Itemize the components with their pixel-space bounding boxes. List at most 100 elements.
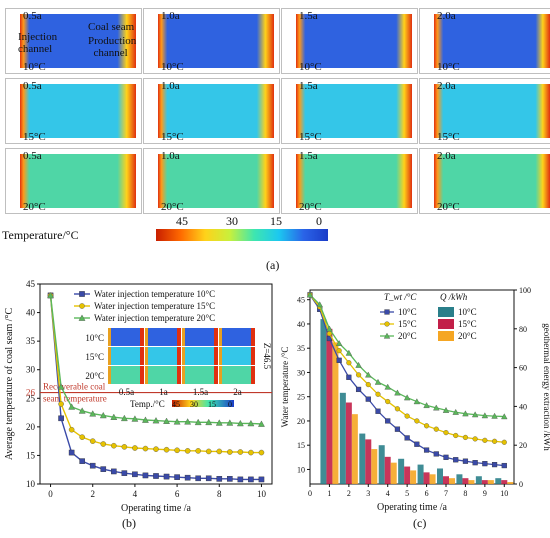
data-point [453,457,459,463]
data-point [482,461,488,467]
colorbar-tick-0: 0 [316,214,322,228]
field-cell: 0.5a 20°C [5,148,142,214]
inset-cell [108,366,144,384]
bar [449,478,455,484]
inset-row-label: 10°C [85,333,104,343]
data-point [111,442,117,449]
bar [417,464,424,484]
y-tick-label: 10 [26,479,36,489]
inset-cell-fill [145,366,181,384]
data-point [501,462,507,469]
data-point [345,349,353,356]
data-point [394,389,401,396]
bar [495,478,502,484]
data-point [215,419,223,426]
y-tick-label: 40 [297,320,305,329]
data-point [142,472,149,479]
data-point [414,418,420,424]
x-axis-label: Operating time /a [377,502,448,513]
inset-cell-edge [108,347,111,365]
data-point [132,445,138,451]
inset-cell-edge [177,347,181,365]
bar [378,445,385,484]
inset-colorbar [172,400,234,407]
data-point [385,418,391,424]
temperature-field [158,84,274,138]
x-tick-label: 4 [133,489,138,499]
data-point [120,414,128,422]
data-point [385,398,391,405]
inset-cell-fill [108,328,144,346]
data-point [365,371,372,378]
y-tick-label: 35 [297,344,305,353]
series-2 [47,291,265,427]
data-point [433,404,440,411]
data-point [79,303,85,309]
data-point [79,291,85,297]
cell-time-label: 1.5a [299,80,318,92]
inset-cell-fill [145,328,181,346]
legend-line-label: 15°C [398,319,417,329]
data-point [184,418,192,425]
y2-tick-label: 0 [519,480,523,489]
temperature-field [434,154,550,208]
y-tick-label: 35 [26,336,36,346]
data-point [100,441,107,447]
data-point [131,415,139,422]
inset-cell-fill [145,347,181,365]
bar [359,433,366,484]
x-tick-label: 10 [257,489,267,499]
bar [456,474,463,484]
bar [507,482,514,484]
x-tick-label: 3 [366,489,370,498]
cell-time-label: 1.0a [161,80,180,92]
data-point [501,439,507,445]
inset-cell-edge [145,347,148,365]
cell-time-label: 1.0a [161,10,180,22]
temperature-field-grid: 0.5a 10°C Injection channel Coal seam Product… [0,0,550,245]
bar [462,478,469,484]
bar [365,439,372,484]
inset-cell [182,347,218,365]
colorbar-title: Temperature/°C [2,228,79,242]
inset-cell-edge [182,366,185,384]
data-point [79,458,85,464]
x-tick-label: 7 [444,489,448,498]
data-point [336,357,342,363]
data-point [501,413,508,420]
legend-line-label: 20°C [398,331,417,341]
data-point [423,447,430,453]
bar [404,466,411,484]
data-point [384,321,390,327]
data-point [184,474,191,481]
field-cell: 2.0a 10°C [419,8,550,74]
legend-bar-swatch [438,307,454,317]
inset-col-label: 0.5a [119,387,134,397]
legend-label: Water injection temperature 10°C [94,289,215,299]
inset-cell-fill [219,366,255,384]
field-cell: 1.5a 15°C [281,78,418,144]
x-tick-label: 2 [347,489,351,498]
bar-series-0 [320,319,502,484]
legend-bar-label: 10°C [458,307,477,317]
data-point [335,340,343,346]
data-point [433,451,439,457]
inset-cell-edge [219,347,222,365]
data-point [472,460,478,466]
colorbar [156,229,328,241]
x-tick-label: 8 [463,489,467,498]
reference-tick-label: 26 [26,388,36,398]
cell-time-label: 0.5a [23,150,42,162]
temperature-field [296,154,412,208]
y-tick-label: 45 [26,279,36,289]
data-point [174,474,180,480]
data-point [205,418,213,426]
legend-line-label: 10°C [398,307,417,317]
temperature-field [20,84,136,138]
bar [351,414,358,484]
x-tick-label: 0 [308,489,312,498]
y2-tick-label: 80 [519,325,527,334]
reference-label-2: seam temperature [43,394,107,404]
data-point [216,448,223,455]
